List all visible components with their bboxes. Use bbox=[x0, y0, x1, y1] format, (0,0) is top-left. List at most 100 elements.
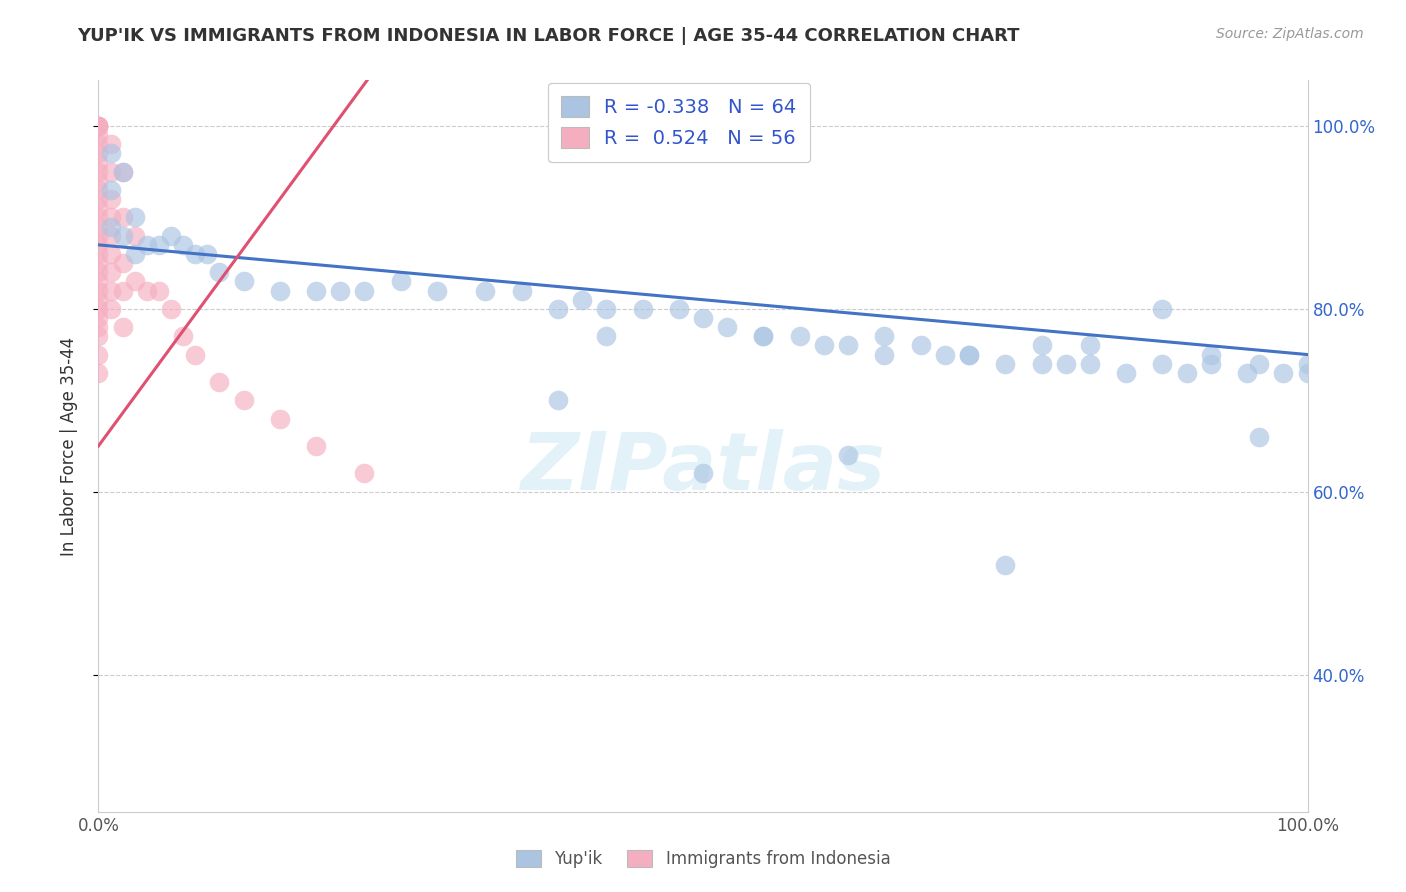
Point bbox=[87, 174, 110, 188]
Point bbox=[692, 310, 714, 325]
Point bbox=[100, 301, 122, 316]
Point bbox=[1078, 338, 1101, 352]
Point bbox=[111, 228, 134, 243]
Point bbox=[353, 284, 375, 298]
Point bbox=[87, 348, 110, 362]
Point bbox=[87, 256, 110, 270]
Point bbox=[547, 393, 569, 408]
Point bbox=[1115, 366, 1137, 380]
Point bbox=[1031, 338, 1053, 352]
Point bbox=[595, 301, 617, 316]
Point bbox=[1272, 366, 1295, 380]
Point bbox=[1152, 357, 1174, 371]
Point bbox=[87, 183, 110, 197]
Y-axis label: In Labor Force | Age 35-44: In Labor Force | Age 35-44 bbox=[59, 336, 77, 556]
Point bbox=[160, 301, 183, 316]
Point bbox=[100, 146, 122, 161]
Point bbox=[100, 137, 122, 152]
Point bbox=[837, 448, 859, 462]
Point bbox=[305, 439, 328, 453]
Point bbox=[87, 265, 110, 279]
Point bbox=[100, 164, 122, 178]
Point bbox=[1152, 301, 1174, 316]
Point bbox=[547, 301, 569, 316]
Point bbox=[752, 329, 775, 343]
Point bbox=[184, 348, 207, 362]
Point bbox=[269, 411, 291, 425]
Point bbox=[124, 247, 146, 261]
Point bbox=[873, 348, 896, 362]
Point bbox=[208, 265, 231, 279]
Point bbox=[87, 119, 110, 133]
Point bbox=[87, 366, 110, 380]
Text: YUP'IK VS IMMIGRANTS FROM INDONESIA IN LABOR FORCE | AGE 35-44 CORRELATION CHART: YUP'IK VS IMMIGRANTS FROM INDONESIA IN L… bbox=[77, 27, 1019, 45]
Point bbox=[87, 329, 110, 343]
Point bbox=[172, 329, 194, 343]
Point bbox=[87, 247, 110, 261]
Point bbox=[87, 219, 110, 234]
Point bbox=[111, 164, 134, 178]
Point bbox=[87, 137, 110, 152]
Point bbox=[1078, 357, 1101, 371]
Point bbox=[172, 238, 194, 252]
Point bbox=[474, 284, 496, 298]
Point bbox=[789, 329, 811, 343]
Point bbox=[631, 301, 654, 316]
Point bbox=[148, 238, 170, 252]
Point bbox=[87, 320, 110, 334]
Point bbox=[87, 201, 110, 215]
Point bbox=[208, 375, 231, 389]
Point bbox=[87, 301, 110, 316]
Point bbox=[934, 348, 956, 362]
Point bbox=[269, 284, 291, 298]
Point bbox=[100, 265, 122, 279]
Point bbox=[752, 329, 775, 343]
Point bbox=[87, 211, 110, 225]
Point bbox=[111, 320, 134, 334]
Point bbox=[87, 275, 110, 289]
Point bbox=[692, 467, 714, 481]
Point bbox=[232, 393, 254, 408]
Point bbox=[100, 228, 122, 243]
Point bbox=[1175, 366, 1198, 380]
Point bbox=[100, 247, 122, 261]
Point bbox=[957, 348, 980, 362]
Point bbox=[87, 119, 110, 133]
Point bbox=[1199, 357, 1222, 371]
Point bbox=[1296, 366, 1319, 380]
Legend: Yup'ik, Immigrants from Indonesia: Yup'ik, Immigrants from Indonesia bbox=[509, 843, 897, 875]
Point bbox=[135, 238, 157, 252]
Point bbox=[87, 192, 110, 206]
Point bbox=[124, 211, 146, 225]
Point bbox=[1199, 348, 1222, 362]
Point bbox=[184, 247, 207, 261]
Point bbox=[329, 284, 352, 298]
Point bbox=[1031, 357, 1053, 371]
Point bbox=[100, 284, 122, 298]
Point bbox=[87, 119, 110, 133]
Legend: R = -0.338   N = 64, R =  0.524   N = 56: R = -0.338 N = 64, R = 0.524 N = 56 bbox=[548, 83, 810, 162]
Point bbox=[87, 146, 110, 161]
Point bbox=[668, 301, 690, 316]
Point bbox=[571, 293, 593, 307]
Point bbox=[87, 155, 110, 169]
Point bbox=[87, 119, 110, 133]
Point bbox=[195, 247, 218, 261]
Point bbox=[124, 228, 146, 243]
Point bbox=[1249, 430, 1271, 444]
Text: ZIPatlas: ZIPatlas bbox=[520, 429, 886, 507]
Point bbox=[87, 228, 110, 243]
Point bbox=[87, 238, 110, 252]
Point bbox=[1054, 357, 1077, 371]
Point bbox=[813, 338, 835, 352]
Point bbox=[595, 329, 617, 343]
Point bbox=[87, 128, 110, 143]
Point bbox=[389, 275, 412, 289]
Point bbox=[160, 228, 183, 243]
Point bbox=[148, 284, 170, 298]
Point bbox=[100, 192, 122, 206]
Point bbox=[100, 219, 122, 234]
Point bbox=[910, 338, 932, 352]
Point bbox=[510, 284, 533, 298]
Point bbox=[957, 348, 980, 362]
